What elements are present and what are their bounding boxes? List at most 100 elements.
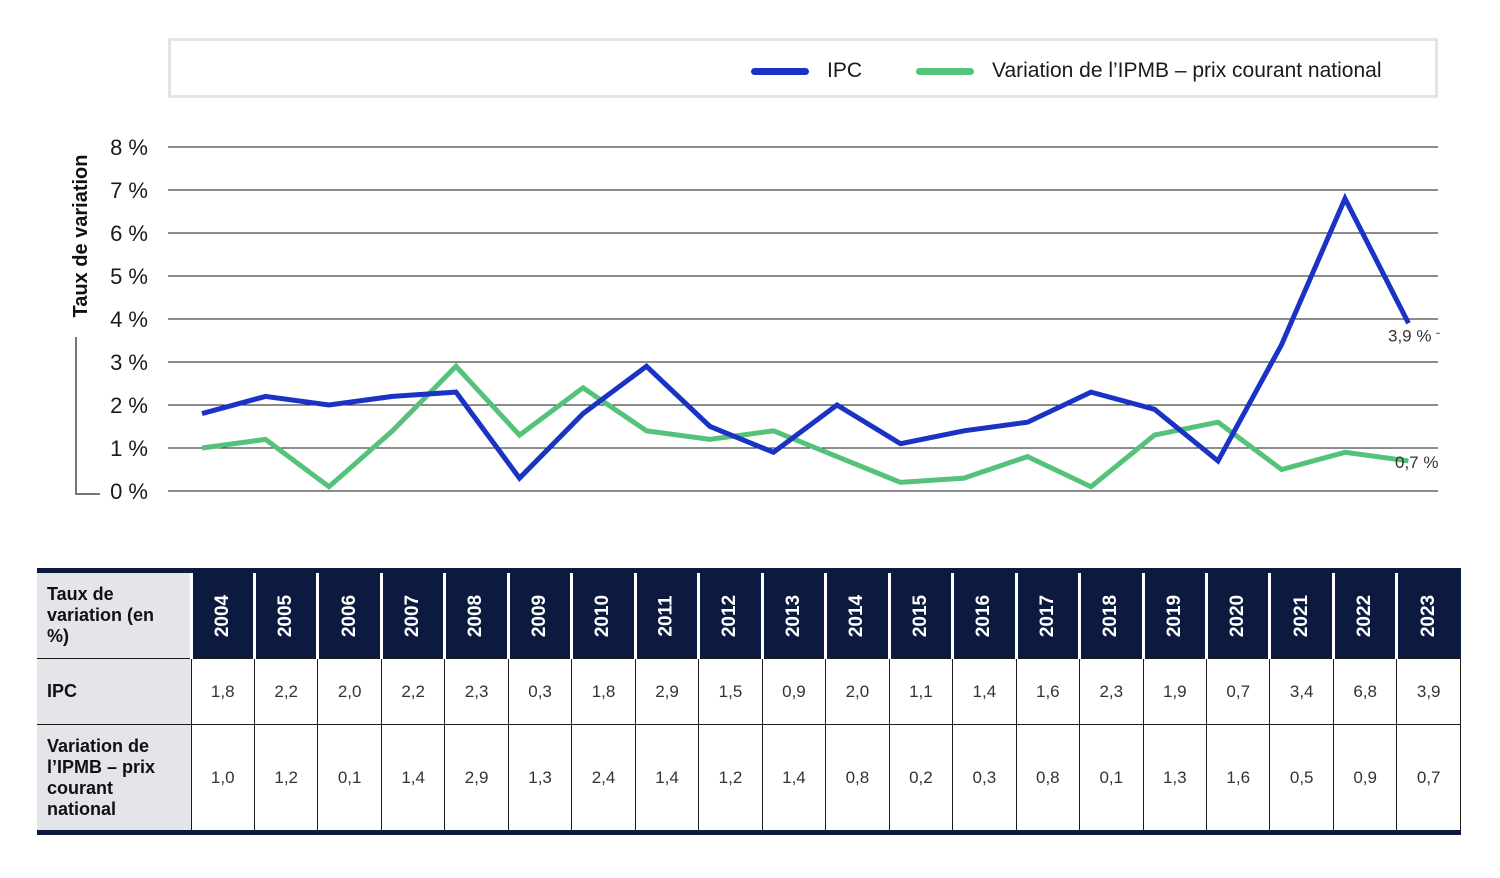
table-cell: 2,3 xyxy=(444,658,509,725)
table-header-row: Taux de variation (en %) 2004 2005 2006 200… xyxy=(37,570,1461,659)
table-cell: 3,9 xyxy=(1396,658,1461,725)
end-label-ipmb: 0,7 % xyxy=(1395,453,1438,472)
y-tick-label: 7 % xyxy=(110,178,148,203)
table-cell: 1,5 xyxy=(698,658,763,725)
y-tick-label: 6 % xyxy=(110,221,148,246)
table-year-header: 2008 xyxy=(443,570,509,659)
table-year-label: 2020 xyxy=(1227,594,1249,637)
y-axis-bracket xyxy=(75,337,100,495)
table-year-header: 2010 xyxy=(570,570,636,659)
series-line-ipc xyxy=(201,192,1411,482)
table-year-label: 2006 xyxy=(338,594,360,637)
table-year-header: 2019 xyxy=(1141,570,1207,659)
table-year-header: 2012 xyxy=(697,570,763,659)
table-row-label: Variation de l’IPMB – prix courant natio… xyxy=(37,724,192,833)
table-year-label: 2012 xyxy=(719,594,741,637)
table-cell: 1,4 xyxy=(761,724,827,833)
table-cell: 0,8 xyxy=(825,724,890,833)
table-cell: 2,0 xyxy=(317,658,382,725)
table-cell: 1,3 xyxy=(507,724,573,833)
table-year-label: 2015 xyxy=(909,594,931,637)
table-year-label: 2008 xyxy=(465,594,487,637)
table-cell: 2,4 xyxy=(571,724,636,833)
table-year-header: 2023 xyxy=(1395,570,1461,659)
table-year-label: 2007 xyxy=(402,594,424,637)
series-line-ipmb xyxy=(201,362,1409,490)
table-year-label: 2011 xyxy=(656,594,678,637)
table-year-header: 2020 xyxy=(1204,570,1270,659)
y-axis-title: Taux de variation xyxy=(70,154,92,317)
y-tick-label: 0 % xyxy=(110,479,148,504)
table-year-header: 2009 xyxy=(506,570,572,659)
table-row: Variation de l’IPMB – prix courant natio… xyxy=(37,724,1461,833)
end-label-ipc: 3,9 % xyxy=(1388,326,1431,345)
y-tick-label: 2 % xyxy=(110,393,148,418)
table-cell: 2,0 xyxy=(825,658,890,725)
chart-legend: IPC Variation de l’IPMB – prix courant n… xyxy=(168,38,1438,98)
table-cell: 1,6 xyxy=(1205,724,1271,833)
table-row: IPC 1,8 2,2 2,0 2,2 2,3 0,3 1,8 2,9 1,5 0,9 2,0 1,1 1… xyxy=(37,658,1461,725)
table-cell: 0,3 xyxy=(507,658,573,725)
table-cell: 0,2 xyxy=(888,724,954,833)
data-table: Taux de variation (en %) 2004 2005 2006 200… xyxy=(37,568,1461,835)
table-cell: 1,4 xyxy=(380,724,446,833)
table-year-label: 2013 xyxy=(782,594,804,637)
table-year-label: 2009 xyxy=(529,594,551,637)
table-cell: 0,5 xyxy=(1269,724,1334,833)
table-cell: 2,2 xyxy=(253,658,319,725)
table-cell: 2,2 xyxy=(380,658,446,725)
table-cell: 1,0 xyxy=(190,724,255,833)
table-year-header: 2015 xyxy=(887,570,953,659)
y-tick-label: 5 % xyxy=(110,264,148,289)
legend-swatch-ipc xyxy=(751,67,809,75)
table-cell: 1,8 xyxy=(571,658,636,725)
table-cell: 1,2 xyxy=(698,724,763,833)
table-year-label: 2023 xyxy=(1418,594,1440,637)
table-cell: 2,3 xyxy=(1079,658,1144,725)
table-cell: 1,6 xyxy=(1015,658,1081,725)
table-year-label: 2021 xyxy=(1290,594,1312,637)
legend-label-ipc: IPC xyxy=(827,59,863,82)
legend-item-ipmb: Variation de l’IPMB – prix courant natio… xyxy=(916,59,1381,83)
table-year-header: 2006 xyxy=(316,570,382,659)
table-cell: 6,8 xyxy=(1332,658,1398,725)
table-cell: 0,8 xyxy=(1015,724,1081,833)
table-year-label: 2019 xyxy=(1163,594,1185,637)
table-year-label: 2014 xyxy=(846,594,868,637)
table-cell: 2,9 xyxy=(634,658,700,725)
table-cell: 2,9 xyxy=(444,724,509,833)
table-year-label: 2018 xyxy=(1100,594,1122,637)
table-year-header: 2014 xyxy=(824,570,890,659)
table-cell: 0,9 xyxy=(1332,724,1398,833)
table-cell: 0,3 xyxy=(952,724,1017,833)
y-tick-label: 1 % xyxy=(110,436,148,461)
y-tick-label: 4 % xyxy=(110,307,148,332)
table-cell: 0,1 xyxy=(1079,724,1144,833)
line-chart: 0 % 1 % 2 % 3 % 4 % 5 % 6 % 7 % 8 % Taux de varia… xyxy=(70,135,1440,504)
table-corner-label: Taux de variation (en %) xyxy=(37,570,192,659)
table-year-header: 2005 xyxy=(252,570,318,659)
table-row-label: IPC xyxy=(37,658,192,725)
table-year-label: 2004 xyxy=(211,594,233,637)
table-year-header: 2021 xyxy=(1268,570,1334,659)
table-year-label: 2017 xyxy=(1036,594,1058,637)
table-year-header: 2011 xyxy=(633,570,699,659)
table-year-label: 2016 xyxy=(973,594,995,637)
table-year-header: 2017 xyxy=(1014,570,1080,659)
table-cell: 1,8 xyxy=(190,658,255,725)
table-cell: 1,1 xyxy=(888,658,954,725)
table-year-label: 2022 xyxy=(1354,594,1376,637)
table-year-header: 2013 xyxy=(760,570,826,659)
table-cell: 1,4 xyxy=(952,658,1017,725)
table-cell: 0,9 xyxy=(761,658,827,725)
table-cell: 3,4 xyxy=(1269,658,1334,725)
table-cell: 1,2 xyxy=(253,724,319,833)
y-tick-label: 8 % xyxy=(110,135,148,160)
table-cell: 1,9 xyxy=(1142,658,1208,725)
legend-item-ipc: IPC xyxy=(751,59,862,83)
table-year-label: 2010 xyxy=(592,594,614,637)
table-year-header: 2016 xyxy=(951,570,1017,659)
table-cell: 1,3 xyxy=(1142,724,1208,833)
table-year-header: 2022 xyxy=(1331,570,1397,659)
table-year-header: 2018 xyxy=(1078,570,1144,659)
